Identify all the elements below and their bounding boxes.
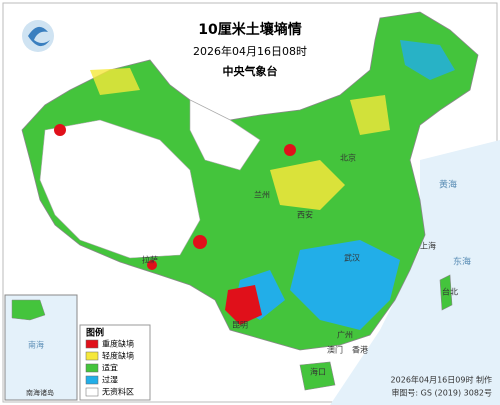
legend-box: [79, 324, 151, 401]
place-label: 武汉: [344, 253, 360, 263]
place-label: 台北: [442, 287, 458, 297]
place-label: 澳门: [327, 345, 343, 355]
place-labels: 北京 上海 广州 香港 澳门 海口 台北 拉萨 昆明 武汉 西安 兰州 东海 黄…: [142, 153, 471, 377]
place-label: 香港: [352, 345, 368, 355]
place-label: 拉萨: [142, 255, 158, 265]
place-label: 西安: [297, 210, 313, 220]
footer: 2026年04月16日09时 制作 审图号: GS (2019) 3082号: [391, 375, 492, 398]
made-time: 2026年04月16日09时 制作: [391, 375, 492, 385]
legend-label: 轻度缺墒: [102, 351, 134, 361]
place-label: 兰州: [254, 190, 270, 200]
approval-no: 审图号: GS (2019) 3082号: [391, 388, 492, 398]
place-label: 上海: [420, 241, 436, 251]
sea: [330, 140, 500, 405]
legend-label: 过湿: [102, 375, 118, 385]
place-label: 广州: [337, 330, 353, 340]
issuer: 中央气象台: [223, 64, 278, 78]
title: 10厘米土壤墒情: [198, 21, 301, 38]
place-label: 北京: [340, 153, 356, 163]
inset-label: 南海诸岛: [26, 388, 54, 397]
legend-title: 图例: [86, 327, 104, 339]
legend-swatch: [85, 387, 99, 397]
legend-label: 适宜: [102, 363, 118, 373]
sea-label: 南海: [28, 340, 44, 350]
sea-label: 东海: [453, 256, 471, 268]
place-label: 海口: [310, 367, 326, 377]
legend-swatch: [85, 351, 99, 361]
place-label: 昆明: [232, 321, 248, 330]
legend-swatch: [85, 363, 99, 373]
legend-label: 重度缺墒: [102, 339, 134, 349]
time: 2026年04月16日08时: [193, 44, 307, 58]
legend-label: 无资料区: [102, 387, 134, 397]
map-china: [21, 11, 479, 391]
legend-swatch: [85, 339, 99, 349]
logo: [22, 20, 54, 52]
legend-swatch: [85, 375, 99, 385]
header: 10厘米土壤墒情 2026年04月16日08时 中央气象台: [22, 20, 307, 78]
inset: 南海 南海诸岛: [4, 294, 78, 401]
sea-label: 黄海: [439, 179, 457, 191]
logo-mark: [28, 26, 50, 47]
